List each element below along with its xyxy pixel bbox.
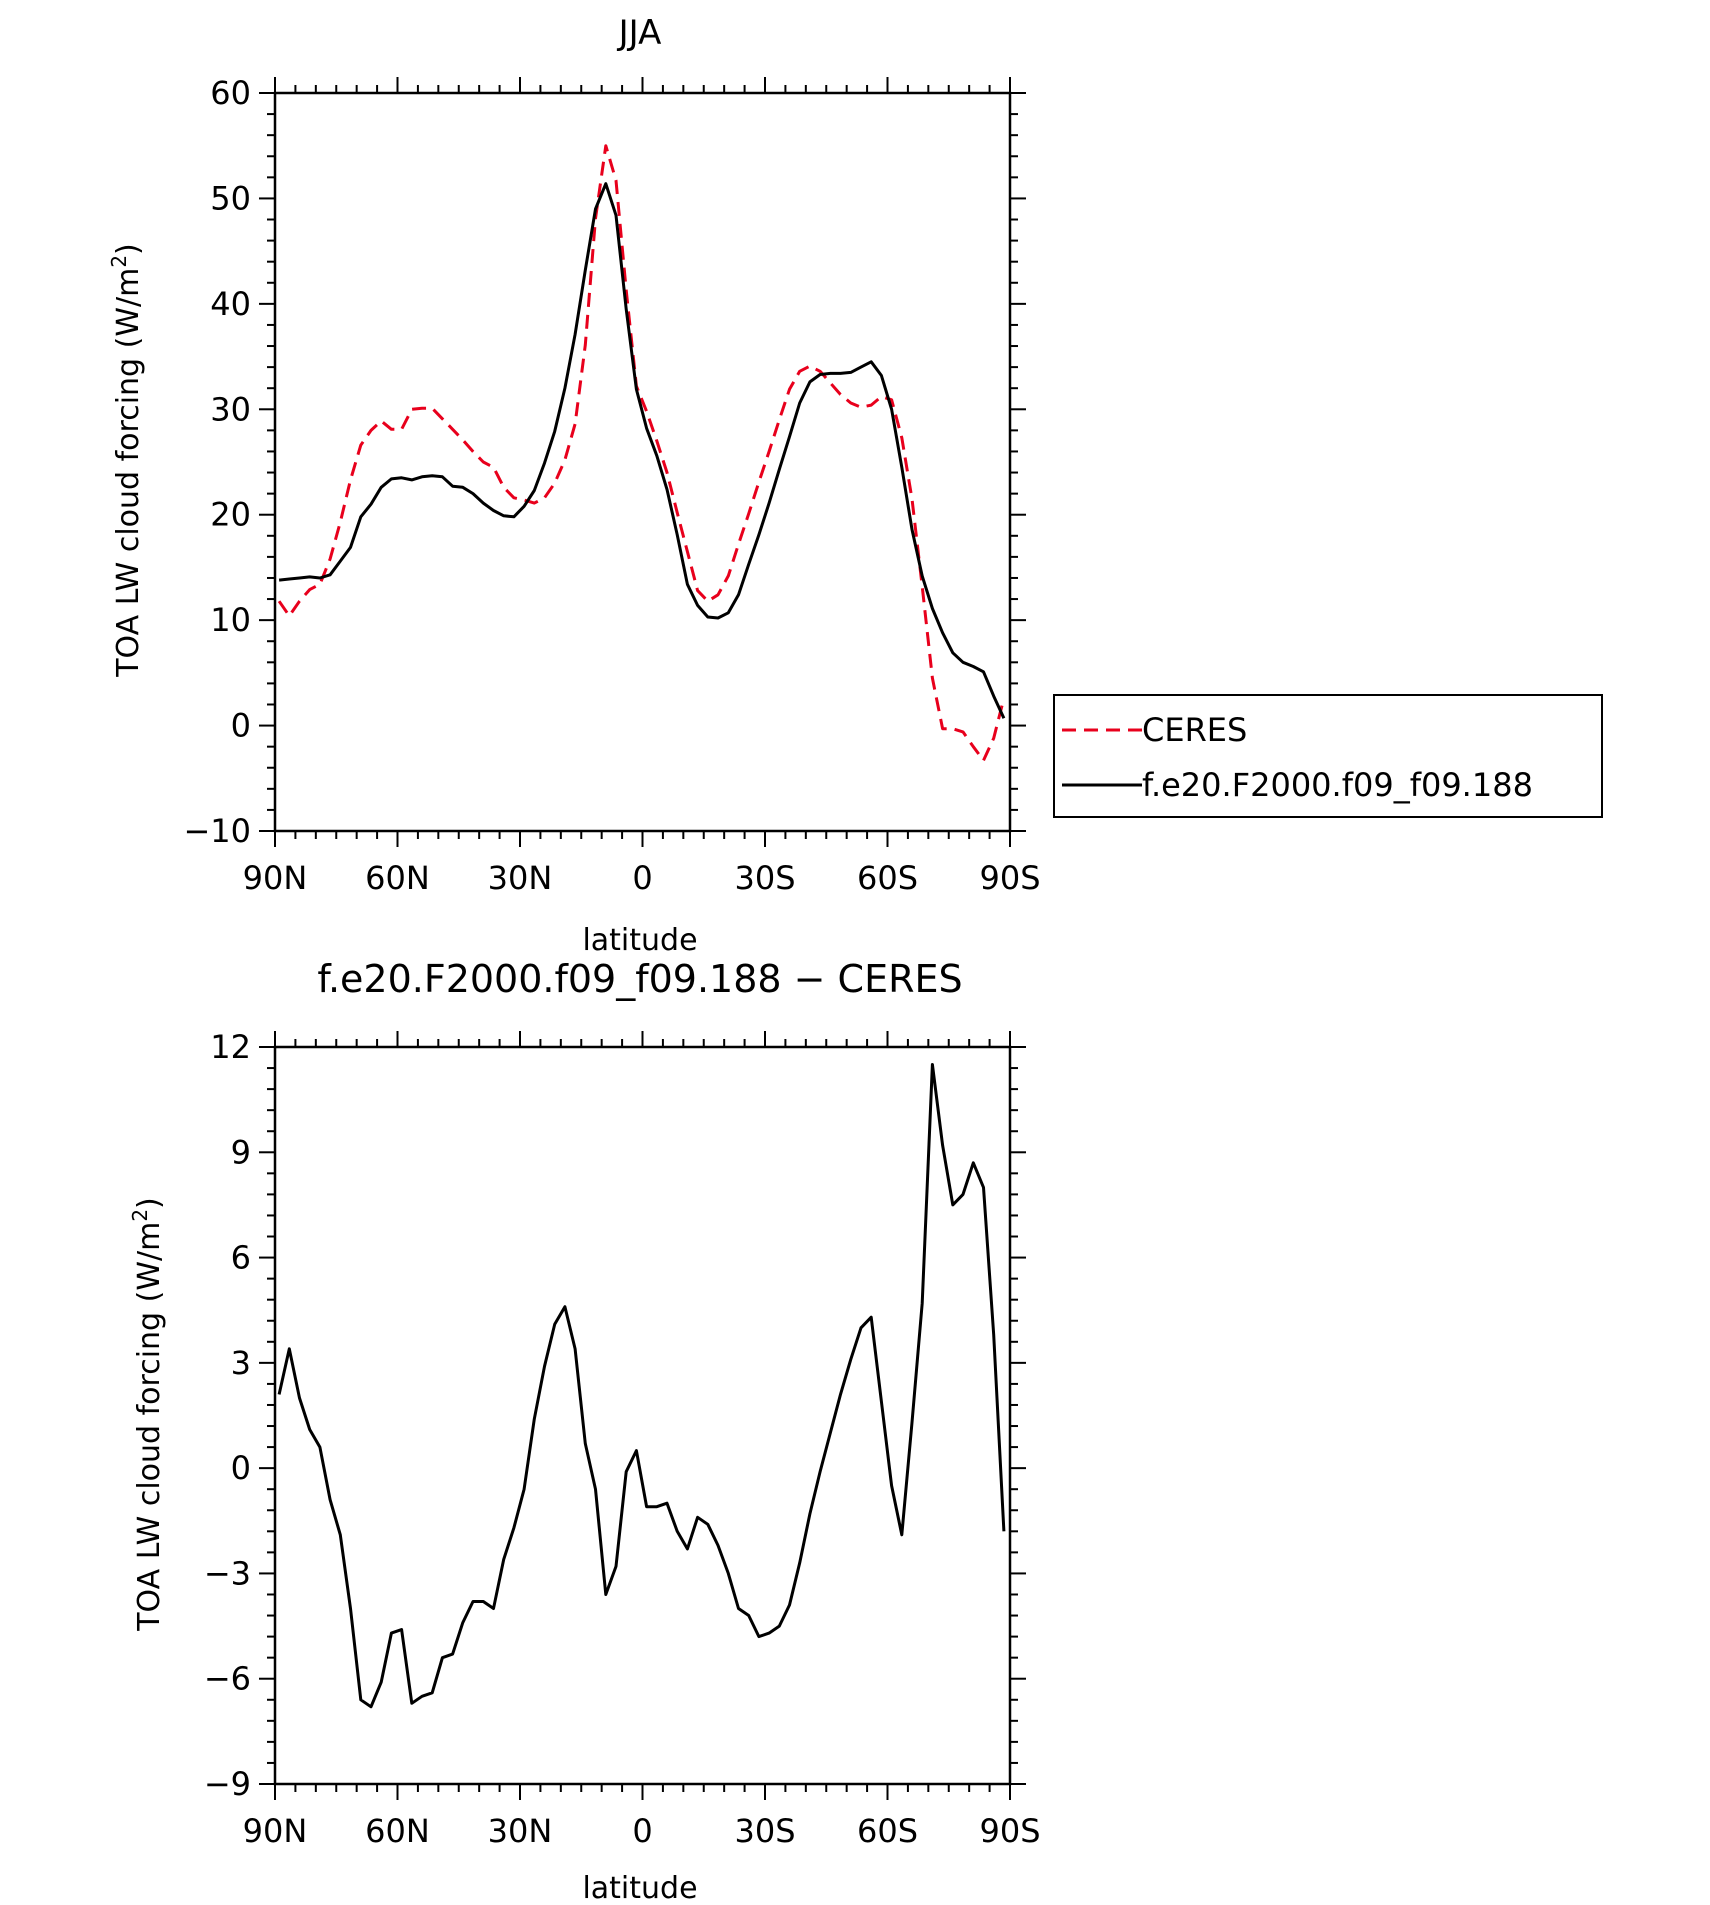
top-y-tick-label: 50 [210,179,251,217]
bottom-x-tick-label: 60S [857,1812,918,1850]
top-y-tick-label: −10 [183,812,251,850]
bottom-series-group [277,1063,1006,1709]
top-series-line-ceres [277,144,1006,762]
top-series-group [277,144,1006,762]
bottom-plot-frame [273,1045,1012,1786]
top-y-axis-label-sup: 2 [107,255,131,268]
bottom-y-axis-label: TOA LW cloud forcing (W/m2) [128,1197,167,1632]
top-x-axis-label: latitude [582,923,697,958]
top-y-tick-label: 30 [210,390,251,428]
bottom-y-tick-label: −6 [204,1660,251,1698]
bottom-y-axis-label-close: ) [132,1197,167,1209]
bottom-x-tick-label: 90N [243,1812,308,1850]
bottom-chart-title: f.e20.F2000.f09_f09.188 − CERES [317,957,962,1001]
bottom-y-tick-label: 12 [210,1028,251,1066]
bottom-series-line-difference [277,1063,1006,1709]
top-x-tick-label: 90S [979,859,1040,897]
top-x-tick-label: 30S [734,859,795,897]
bottom-x-tick-label: 60N [365,1812,430,1850]
bottom-y-tick-label: 9 [231,1133,251,1171]
top-chart-title: JJA [617,13,662,53]
bottom-y-tick-label: −3 [204,1554,251,1592]
legend-label-model: f.e20.F2000.f09_f09.188 [1142,766,1533,804]
bottom-y-tick-label: 0 [231,1449,251,1487]
top-y-axis-label-close: ) [111,243,146,255]
bottom-y-tick-label: −9 [204,1765,251,1803]
top-series-line-f-e20-f2000-f09-f09-188 [278,182,1006,719]
top-y-tick-label: 10 [210,601,251,639]
top-y-tick-label: 40 [210,285,251,323]
top-x-tick-label: 0 [632,859,652,897]
bottom-y-tick-label: 3 [231,1344,251,1382]
bottom-x-tick-label: 30N [488,1812,553,1850]
top-x-tick-label: 90N [243,859,308,897]
top-y-tick-label: 60 [210,74,251,112]
bottom-x-tick-label: 30S [734,1812,795,1850]
legend: CERES f.e20.F2000.f09_f09.188 [1053,694,1603,818]
top-y-axis-label-main: TOA LW cloud forcing (W/m [111,268,146,678]
bottom-y-tick-label: 6 [231,1239,251,1277]
bottom-axes: −9 −6 −3 0 3 6 9 12 90N 60N 30N 0 30S 60S 90S [204,1028,1041,1850]
top-axes: −10 0 10 20 30 40 50 60 90N 60N 30N 0 30S 60S 90S [183,74,1040,897]
bottom-x-axis-label: latitude [582,1871,697,1905]
top-y-tick-label: 0 [231,707,251,745]
top-y-axis-label: TOA LW cloud forcing (W/m2) [107,243,146,678]
bottom-y-axis-label-sup: 2 [128,1209,152,1222]
bottom-y-axis-label-main: TOA LW cloud forcing (W/m [132,1222,167,1632]
bottom-panel: f.e20.F2000.f09_f09.188 − CERES −9 −6 −3 0 3… [128,957,1041,1905]
top-x-tick-label: 30N [488,859,553,897]
bottom-x-tick-label: 0 [632,1812,652,1850]
legend-label-ceres: CERES [1142,711,1247,749]
legend-box [1053,694,1603,818]
top-x-tick-label: 60S [857,859,918,897]
bottom-x-tick-label: 90S [979,1812,1040,1850]
top-y-tick-label: 20 [210,496,251,534]
top-x-tick-label: 60N [365,859,430,897]
